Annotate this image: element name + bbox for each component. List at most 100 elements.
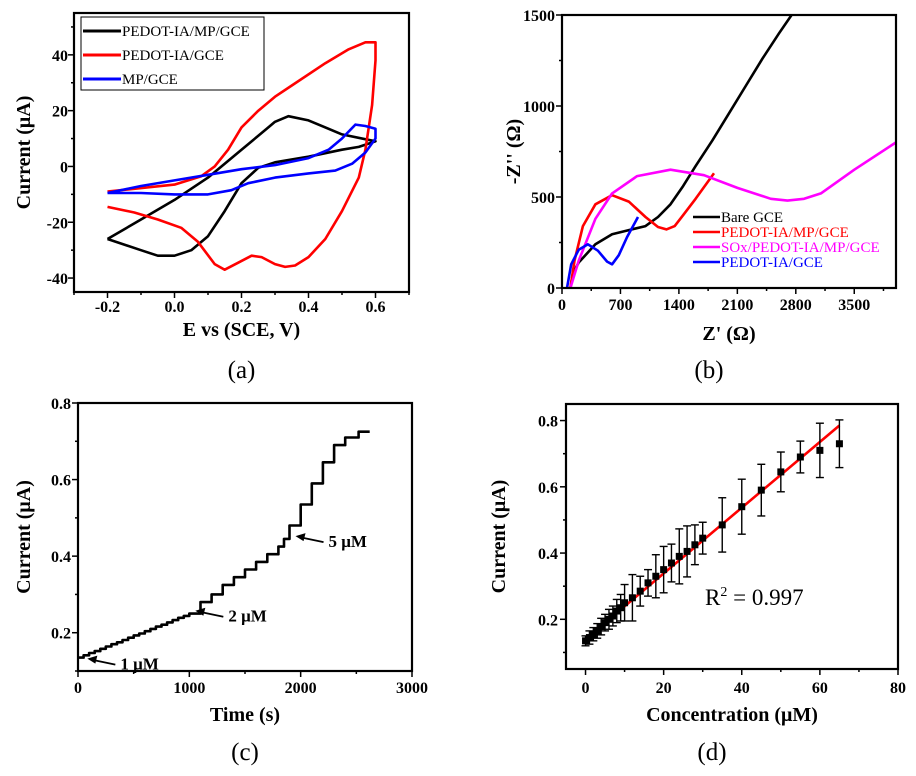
y-tick-label: 500 [531, 190, 555, 207]
arrow-head-icon [87, 655, 98, 664]
x-tick-label: 0.4 [299, 299, 319, 316]
panel-label: (b) [694, 357, 723, 384]
square-marker [628, 594, 636, 602]
x-tick-label: 20 [656, 680, 672, 697]
legend-label: PEDOT-IA/MP/GCE [122, 24, 250, 40]
y-axis-title: Current (μA) [13, 480, 35, 594]
square-marker [835, 440, 843, 448]
plot-frame [560, 13, 898, 290]
y-tick-label: 20 [52, 104, 68, 121]
y-tick-label: 0.8 [51, 396, 71, 413]
data-point [776, 451, 785, 493]
square-marker [589, 630, 597, 638]
square-marker [660, 566, 668, 574]
r2-superscript: 2 [720, 585, 727, 600]
square-marker [796, 453, 804, 461]
square-marker [777, 468, 785, 476]
legend-label: MP/GCE [122, 72, 178, 88]
square-marker [652, 572, 660, 580]
x-tick-label: 0 [558, 297, 566, 314]
series-line-pedot-ia-gce [565, 216, 640, 288]
x-tick-label: 0.6 [366, 299, 386, 316]
square-marker [593, 627, 601, 635]
square-marker [621, 599, 629, 607]
data-point [612, 598, 621, 624]
panel-b: 0 700 1400 2100 2800 3500 0 500 1000 1500 Z' (Ω) -Z… [503, 8, 898, 384]
arrow-head-icon [195, 607, 206, 616]
data-point [690, 524, 699, 566]
data-point [815, 422, 824, 479]
square-marker [757, 486, 765, 494]
plot-frame [76, 401, 414, 673]
square-marker [609, 612, 617, 620]
panel-c: 0 1000 2000 3000 0.2 0.4 0.6 0.8 Time (s) Current… [13, 396, 428, 766]
legend-label: PEDOT-IA/GCE [122, 48, 224, 64]
data-point [604, 608, 613, 630]
legend-label: PEDOT-IA/GCE [721, 255, 823, 271]
r2-symbol: R [705, 585, 721, 610]
x-tick-label: 60 [812, 680, 828, 697]
annotation-label: 2 μM [228, 607, 266, 626]
square-marker [675, 552, 683, 560]
plot-frame [72, 11, 411, 294]
x-tick-label: 0 [582, 680, 590, 697]
legend: PEDOT-IA/MP/GCE PEDOT-IA/GCE MP/GCE [80, 16, 265, 91]
legend: Bare GCEPEDOT-IA/MP/GCESOx/PEDOT-IA/MP/G… [693, 210, 880, 271]
data-point [628, 573, 637, 622]
data-point [597, 617, 606, 636]
square-marker [691, 541, 699, 549]
legend-label: PEDOT-IA/MP/GCE [721, 225, 849, 241]
x-tick-label: 0.0 [165, 299, 185, 316]
square-marker [601, 619, 609, 627]
annotation-arrow: 2 μM [195, 607, 267, 626]
data-point [757, 463, 766, 517]
data-point [667, 543, 676, 583]
y-tick-label: 0.6 [51, 473, 71, 490]
y-tick-label: 0.2 [538, 612, 558, 629]
series-line-sox-pedot-ia-mp-gce [569, 141, 896, 288]
y-tick-label: 0 [60, 159, 68, 176]
x-tick-label: 700 [608, 297, 632, 314]
arrow-head-icon [295, 533, 306, 542]
square-marker [699, 534, 707, 542]
series-line-pedot-ia-gce [107, 41, 377, 271]
y-tick-label: 40 [52, 48, 68, 65]
panel-label: (d) [697, 739, 726, 766]
x-tick-label: 3500 [838, 297, 870, 314]
data-point [835, 419, 844, 469]
panel-label: (c) [231, 739, 259, 766]
annotation-label: 1 μM [120, 655, 158, 674]
y-tick-label: 0.4 [538, 546, 558, 563]
y-tick-label: 0 [547, 281, 555, 298]
x-tick-label: 2100 [721, 297, 753, 314]
series-line-mp-gce [107, 123, 377, 196]
data-point [737, 478, 746, 535]
data-point [644, 568, 653, 597]
y-tick-label: -20 [47, 215, 68, 232]
data-point [616, 593, 625, 622]
x-axis-title: E vs (SCE, V) [183, 319, 300, 341]
y-tick-label: 1000 [523, 99, 555, 116]
square-marker [738, 503, 746, 511]
x-axis-title: Concentration (μM) [646, 704, 818, 726]
data-point [601, 613, 610, 632]
y-axis-title: -Z'' (Ω) [503, 119, 525, 184]
series-line-pedot-ia-mp-gce [106, 114, 377, 257]
square-marker [597, 623, 605, 631]
y-tick-label: 0.4 [51, 549, 71, 566]
square-marker [718, 521, 726, 529]
legend-label: SOx/PEDOT-IA/MP/GCE [721, 240, 880, 256]
x-tick-label: 1400 [663, 297, 695, 314]
data-point [659, 545, 668, 594]
annotation-arrow: 1 μM [87, 655, 159, 674]
square-marker [816, 446, 824, 454]
square-marker [636, 587, 644, 595]
y-tick-label: 0.6 [538, 480, 558, 497]
data-point [698, 521, 707, 555]
annotation-label: 5 μM [329, 532, 367, 551]
plot-area [106, 41, 377, 271]
x-tick-label: 2000 [285, 680, 317, 697]
x-axis-title: Time (s) [210, 704, 280, 726]
plot-frame [564, 402, 900, 671]
